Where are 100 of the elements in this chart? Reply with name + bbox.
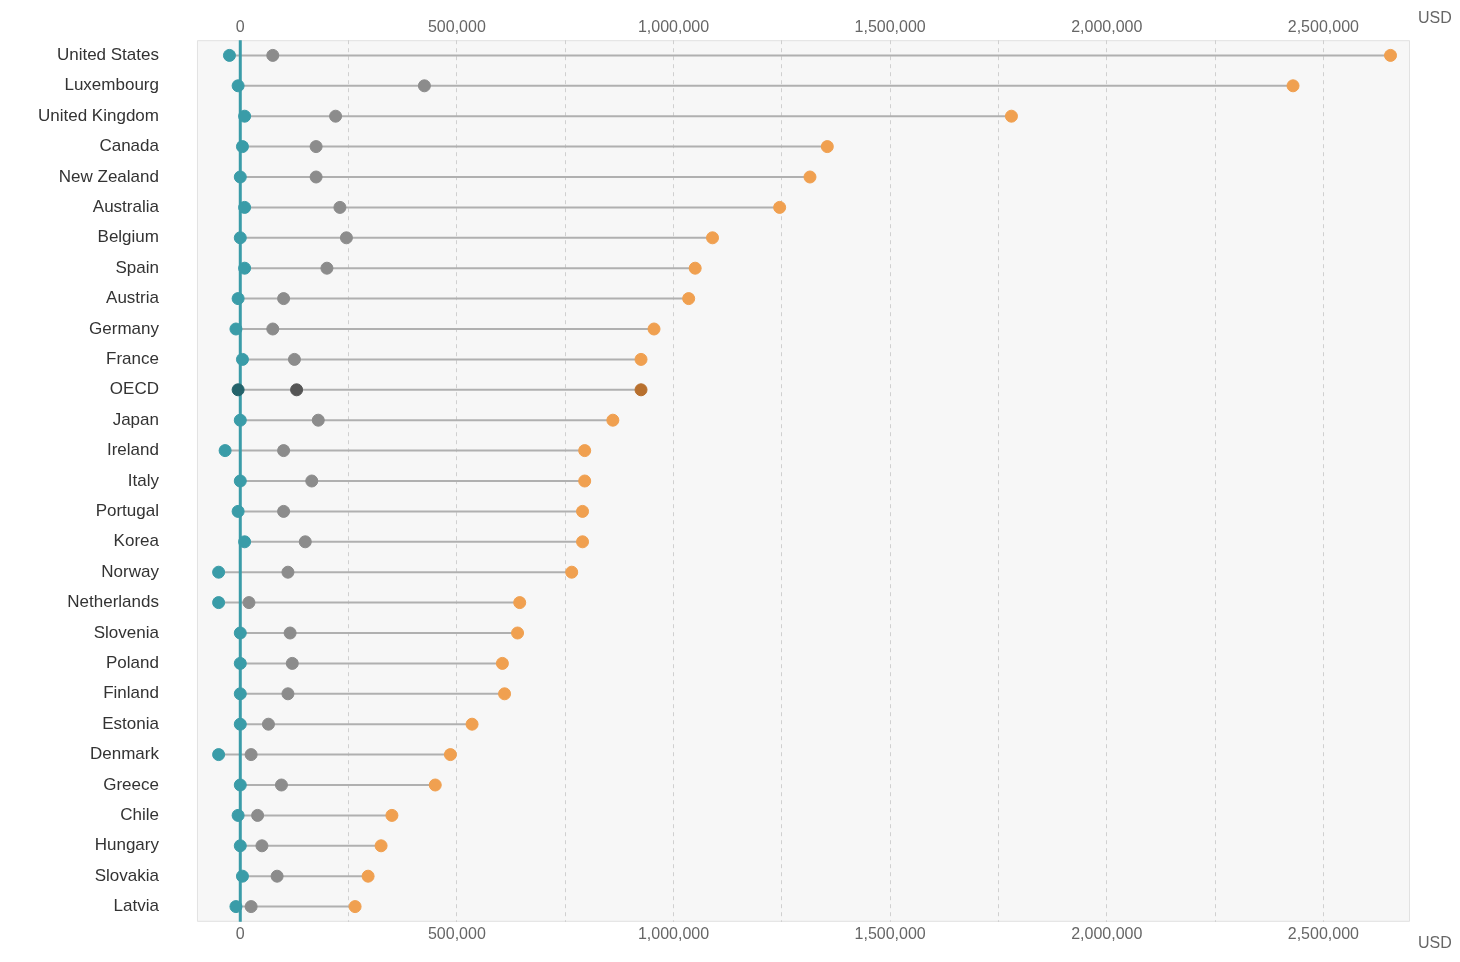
point <box>309 140 323 154</box>
point <box>235 869 249 883</box>
y-tick-label: Austria <box>106 288 160 308</box>
point <box>222 48 236 62</box>
y-tick-label: Denmark <box>89 744 160 764</box>
x2-tick-label: 1,500,000 <box>854 18 926 36</box>
y-tick-label: Chile <box>120 805 159 825</box>
y-tick-label: Germany <box>89 318 160 338</box>
x2-tick-label: 1,000,000 <box>637 18 710 36</box>
y-tick-label: Belgium <box>97 227 159 247</box>
point <box>218 444 232 458</box>
y-tick-label: Korea <box>113 531 160 551</box>
point <box>233 474 247 488</box>
point <box>688 261 702 275</box>
point <box>270 869 284 883</box>
y-tick-label: Canada <box>99 136 160 156</box>
y-tick-label: Estonia <box>102 713 160 733</box>
point <box>277 444 291 458</box>
y-tick-label: OECD <box>109 379 159 399</box>
point <box>339 231 353 245</box>
y-tick-label: Ireland <box>106 440 159 460</box>
point <box>634 352 648 366</box>
point <box>511 626 525 640</box>
point <box>251 808 265 822</box>
point <box>498 687 512 701</box>
x-axis-title: USD <box>1418 934 1452 952</box>
point <box>277 504 291 518</box>
point <box>238 200 252 214</box>
point <box>333 200 347 214</box>
point <box>229 900 243 914</box>
point <box>578 444 592 458</box>
point <box>281 687 295 701</box>
point <box>578 474 592 488</box>
point <box>244 748 258 762</box>
point <box>212 596 226 610</box>
y-tick-label: Luxembourg <box>64 75 159 95</box>
point <box>290 383 304 397</box>
point <box>281 565 295 579</box>
point <box>238 535 252 549</box>
y-tick-label: Finland <box>103 683 159 703</box>
x2-tick-label: 0 <box>235 18 245 36</box>
x-tick-label: 2,000,000 <box>1071 924 1143 942</box>
x2-tick-label: 2,500,000 <box>1287 18 1360 36</box>
point <box>231 79 245 93</box>
point <box>277 292 291 306</box>
point <box>233 413 247 427</box>
y-tick-label: Spain <box>115 257 159 277</box>
point <box>320 261 334 275</box>
y-tick-label: Slovakia <box>94 865 160 885</box>
point <box>361 869 375 883</box>
point <box>233 839 247 853</box>
point <box>255 839 269 853</box>
y-tick-label: Hungary <box>94 835 160 855</box>
point <box>283 626 297 640</box>
point <box>244 900 258 914</box>
y-tick-label: France <box>106 349 159 369</box>
point <box>233 170 247 184</box>
point <box>706 231 719 245</box>
x-tick-label: 2,500,000 <box>1287 924 1360 942</box>
point <box>274 778 288 792</box>
point <box>820 140 834 154</box>
point <box>231 292 245 306</box>
point <box>576 535 590 549</box>
point <box>231 808 245 822</box>
point <box>647 322 661 336</box>
point <box>233 626 247 640</box>
y-tick-label: Japan <box>112 409 159 429</box>
y-tick-label: Greece <box>103 774 159 794</box>
point <box>231 504 245 518</box>
point <box>1384 48 1398 62</box>
point <box>212 748 226 762</box>
y-tick-label: Australia <box>92 197 160 217</box>
point <box>385 808 399 822</box>
point <box>233 717 247 731</box>
point <box>443 748 457 762</box>
point <box>238 109 252 123</box>
point <box>374 839 388 853</box>
y-tick-label: Netherlands <box>67 592 159 612</box>
x-tick-label: 0 <box>235 924 245 942</box>
point <box>348 900 362 914</box>
point <box>417 79 431 93</box>
point <box>1004 109 1018 123</box>
point <box>305 474 319 488</box>
point <box>266 322 280 336</box>
point <box>298 535 312 549</box>
y-tick-label: Slovenia <box>93 622 160 642</box>
point <box>229 322 243 336</box>
point <box>309 170 323 184</box>
point <box>465 717 479 731</box>
y-tick-label: United States <box>56 45 159 65</box>
point <box>606 413 620 427</box>
point <box>329 109 343 123</box>
y-tick-label: Latvia <box>113 896 160 916</box>
y-tick-label: Italy <box>127 470 160 490</box>
point <box>242 596 256 610</box>
point <box>428 778 442 792</box>
point <box>233 687 247 701</box>
x-tick-label: 1,000,000 <box>637 924 710 942</box>
x2-tick-label: 500,000 <box>427 18 486 36</box>
point <box>803 170 817 184</box>
